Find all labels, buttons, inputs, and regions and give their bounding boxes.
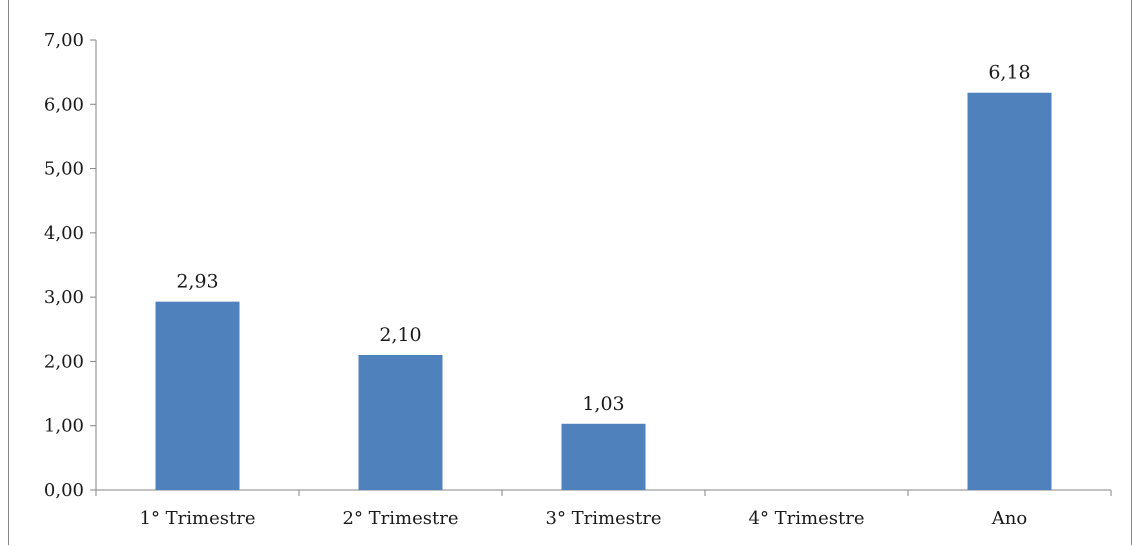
bar	[967, 92, 1052, 490]
bar-series	[155, 92, 1052, 490]
y-tick-label: 1,00	[44, 416, 84, 437]
y-tick-label: 0,00	[44, 480, 84, 501]
x-category-label: Ano	[991, 508, 1027, 529]
y-tick-label: 3,00	[44, 287, 84, 308]
y-tick-label: 4,00	[44, 223, 84, 244]
data-labels: 2,93 2,10 1,03 6,18	[176, 62, 1030, 415]
bar	[358, 355, 443, 490]
x-category-label: 3° Trimestre	[546, 508, 662, 529]
data-label: 1,03	[582, 393, 624, 415]
x-axis-labels: 1° Trimestre 2° Trimestre 3° Trimestre 4° T…	[140, 508, 1028, 529]
data-label: 2,93	[176, 271, 218, 293]
data-label: 2,10	[379, 324, 421, 346]
bar	[561, 423, 646, 490]
x-category-label: 1° Trimestre	[140, 508, 256, 529]
y-tick-label: 7,00	[44, 30, 84, 51]
y-tick-label: 5,00	[44, 159, 84, 180]
x-category-label: 4° Trimestre	[749, 508, 865, 529]
bar	[155, 301, 240, 490]
data-label: 6,18	[988, 62, 1030, 84]
y-tick-label: 6,00	[44, 94, 84, 115]
x-category-label: 2° Trimestre	[343, 508, 459, 529]
y-tick-label: 2,00	[44, 351, 84, 372]
y-axis-ticks: 0,00 1,00 2,00 3,00 4,00 5,00 6,00 7,00	[44, 30, 96, 501]
